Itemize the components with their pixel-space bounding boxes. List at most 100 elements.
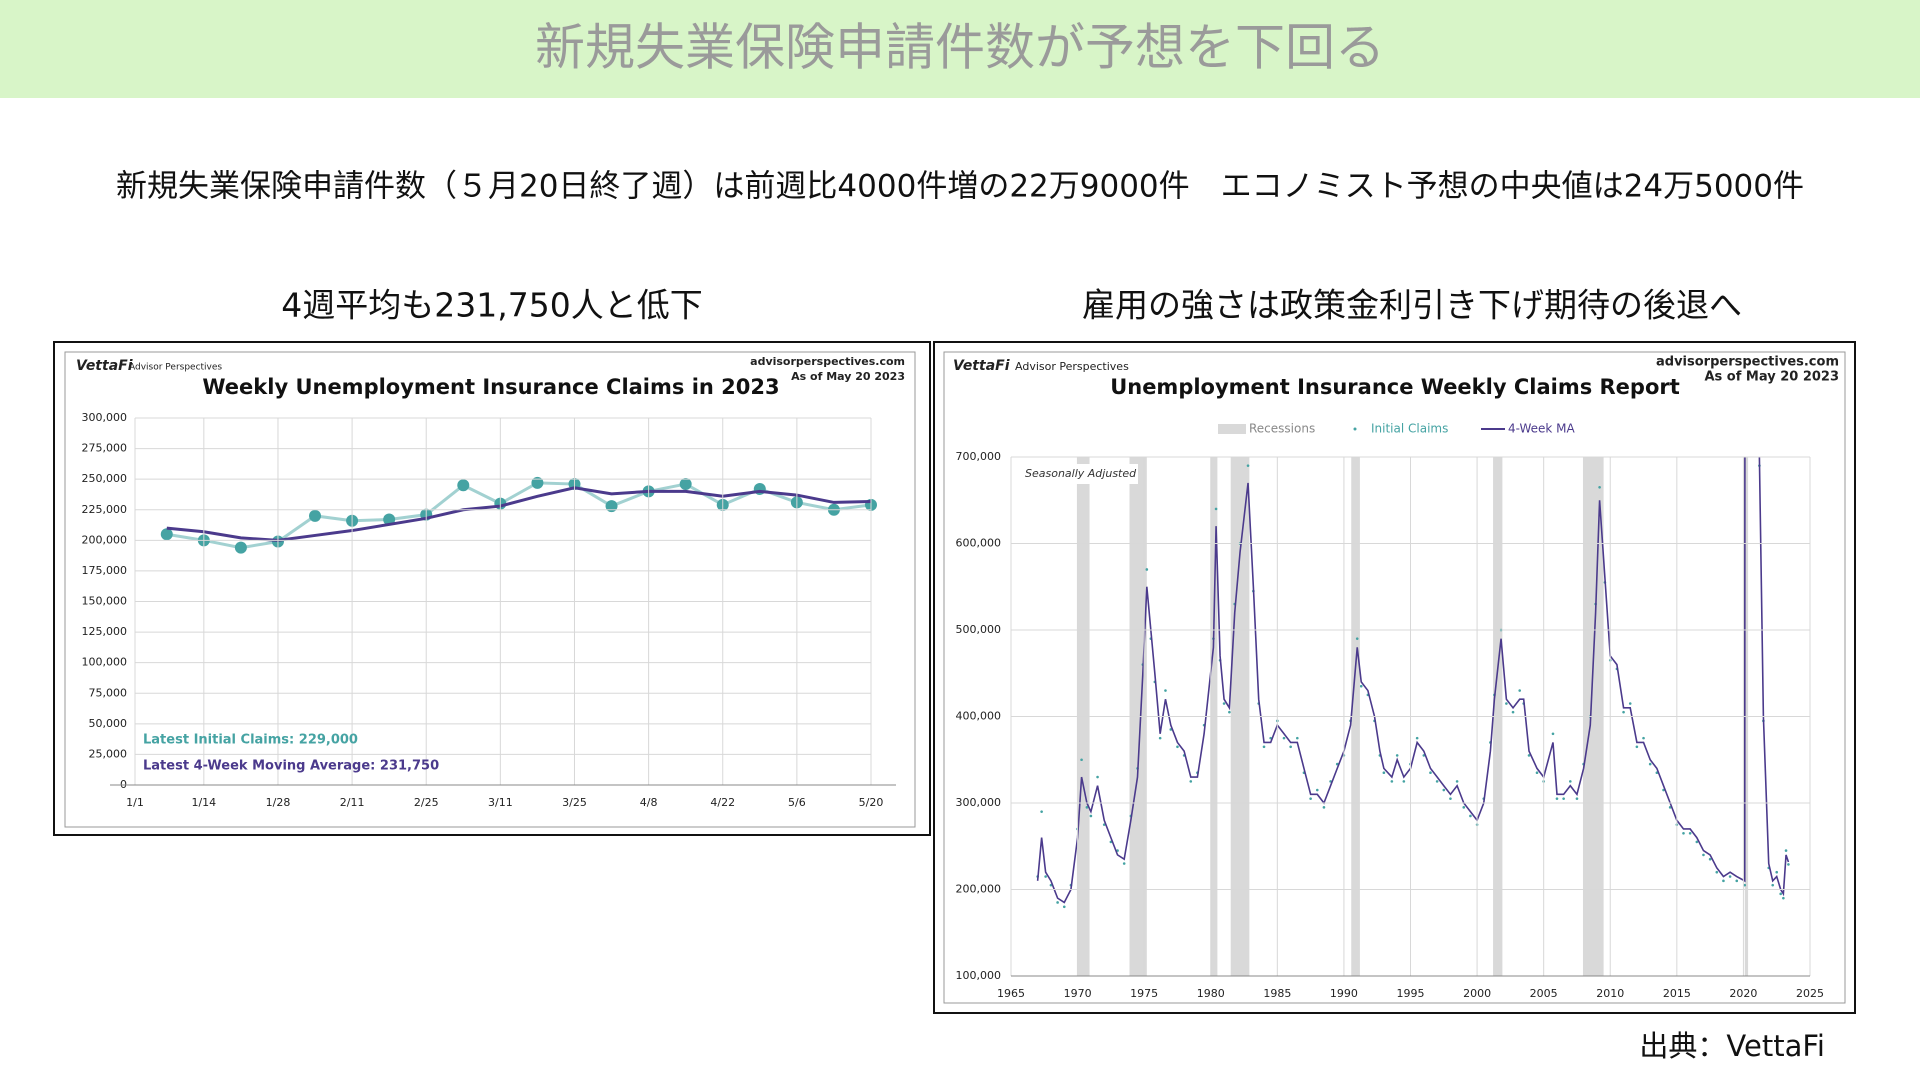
- data-point: [1505, 702, 1508, 705]
- x-tick-label: 2/11: [340, 796, 365, 809]
- data-point: [1771, 883, 1775, 887]
- y-tick-label: 400,000: [956, 710, 1002, 723]
- x-tick-label: 2005: [1530, 987, 1558, 1000]
- brand: VettaFi: [76, 358, 133, 374]
- legend-marker: [1353, 427, 1357, 431]
- x-tick-label: 2015: [1663, 987, 1691, 1000]
- data-point: [1682, 831, 1685, 835]
- data-point: [1214, 507, 1218, 511]
- data-point: [1743, 883, 1747, 887]
- data-point: [1145, 568, 1149, 571]
- data-point: [1158, 736, 1162, 740]
- as-of: As of May 20 2023: [1704, 370, 1839, 385]
- data-point: [1648, 762, 1652, 766]
- y-tick-label: 150,000: [82, 595, 128, 608]
- y-tick-label: 200,000: [82, 533, 128, 546]
- data-point: [605, 500, 618, 513]
- data-point: [1735, 879, 1739, 883]
- series-line: [166, 486, 872, 542]
- x-tick-label: 4/8: [640, 796, 658, 809]
- y-tick-label: 300,000: [956, 796, 1002, 809]
- data-point: [1429, 771, 1432, 775]
- data-point: [1575, 797, 1579, 800]
- x-tick-label: 3/25: [562, 796, 587, 809]
- data-point: [1449, 797, 1452, 800]
- x-tick-label: 1/14: [191, 796, 216, 809]
- chart-inner-frame: [943, 351, 1846, 1004]
- data-point: [1382, 771, 1386, 775]
- data-point: [1642, 736, 1645, 740]
- data-point: [1164, 689, 1167, 692]
- publisher: Advisor Perspectives: [1015, 360, 1129, 373]
- data-point: [1435, 780, 1439, 783]
- data-point: [1622, 710, 1625, 714]
- data-point: [1442, 788, 1446, 792]
- x-tick-label: 1970: [1064, 987, 1092, 1000]
- legend-label: Initial Claims: [1371, 422, 1448, 436]
- annotation: Latest Initial Claims: 229,000: [143, 733, 358, 748]
- y-tick-label: 275,000: [82, 442, 128, 455]
- x-tick-label: 4/22: [710, 796, 735, 809]
- data-point: [1628, 702, 1632, 705]
- data-point: [1315, 788, 1319, 792]
- data-point: [160, 528, 173, 541]
- data-point: [1518, 689, 1521, 692]
- data-point: [1322, 806, 1326, 809]
- data-point: [1262, 745, 1266, 749]
- y-tick-label: 600,000: [956, 537, 1002, 550]
- data-point: [1096, 775, 1099, 779]
- chart-frame: [933, 341, 1856, 1014]
- data-point: [1390, 780, 1394, 783]
- data-point: [1044, 875, 1047, 878]
- annotation: Seasonally Adjusted: [1025, 467, 1137, 480]
- data-point: [1080, 758, 1083, 762]
- chart-title: Weekly Unemployment Insurance Claims in …: [202, 375, 779, 399]
- data-point: [1056, 901, 1059, 904]
- data-point: [1775, 870, 1779, 874]
- y-tick-label: 225,000: [82, 503, 128, 516]
- header-band: [0, 0, 1920, 98]
- data-point: [309, 509, 322, 522]
- x-tick-label: 2000: [1463, 987, 1491, 1000]
- data-point: [1779, 892, 1783, 896]
- data-point: [1511, 710, 1515, 714]
- data-point: [1089, 814, 1093, 818]
- data-point: [1469, 814, 1472, 818]
- legend-label: 4-Week MA: [1508, 422, 1576, 436]
- data-point: [1122, 862, 1126, 865]
- data-point: [1728, 875, 1732, 878]
- data-point: [1309, 797, 1312, 800]
- caption: 4週平均も231,750人と低下: [281, 286, 702, 325]
- data-point: [1555, 797, 1559, 800]
- x-tick-label: 5/20: [859, 796, 884, 809]
- x-tick-label: 1980: [1197, 987, 1225, 1000]
- data-point: [1282, 736, 1286, 740]
- data-point: [531, 476, 544, 489]
- subtitle: 新規失業保険申請件数（５月20日終了週）は前週比4000件増の22万9000件 …: [116, 169, 1804, 205]
- x-tick-label: 2020: [1729, 987, 1757, 1000]
- x-tick-label: 3/11: [488, 796, 513, 809]
- data-point: [1598, 485, 1601, 489]
- y-tick-label: 175,000: [82, 564, 128, 577]
- data-point: [1787, 863, 1790, 866]
- data-point: [1688, 831, 1692, 835]
- chart-inner-frame: [64, 351, 916, 828]
- data-point: [1289, 745, 1292, 749]
- data-point: [1462, 806, 1466, 809]
- legend-swatch: [1218, 424, 1246, 434]
- data-point: [1176, 745, 1179, 749]
- site: advisorperspectives.com: [750, 355, 905, 368]
- series-line: [1036, 457, 1790, 904]
- data-point: [1527, 754, 1531, 757]
- data-point: [1085, 806, 1089, 809]
- data-point: [1296, 736, 1299, 740]
- y-tick-label: 500,000: [956, 623, 1002, 636]
- x-tick-label: 5/6: [788, 796, 806, 809]
- y-tick-label: 200,000: [956, 883, 1002, 896]
- data-point: [1246, 464, 1250, 467]
- as-of: As of May 20 2023: [791, 370, 905, 383]
- data-point: [1395, 754, 1399, 757]
- y-tick-label: 125,000: [82, 625, 128, 638]
- chart-frame: [53, 341, 931, 836]
